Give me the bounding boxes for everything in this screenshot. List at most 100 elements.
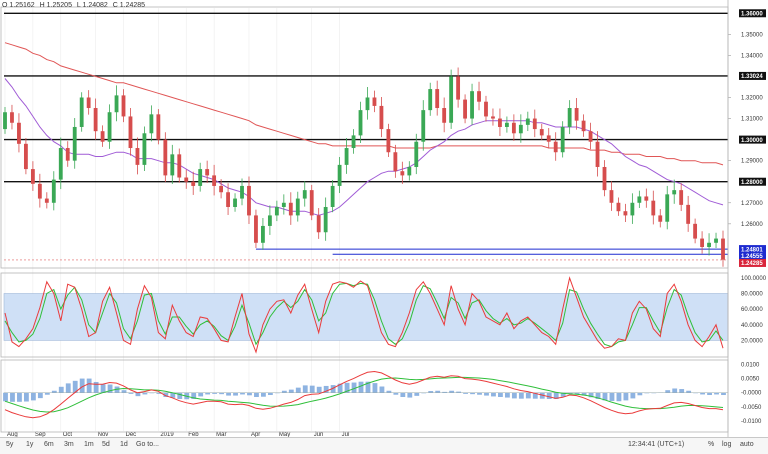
candle-body	[351, 135, 356, 149]
price-tick-label: 1.26000	[741, 222, 763, 228]
x-tick-label: Oct	[63, 432, 73, 437]
candle-body	[254, 215, 258, 243]
stochastic-overbought-oversold-band	[3, 293, 729, 341]
moving-averages-layer	[4, 42, 724, 216]
macd-histogram-bar	[316, 386, 322, 393]
macd-tick-label: 0.0100	[741, 362, 760, 368]
macd-histogram-bar	[72, 380, 78, 393]
candle-body	[560, 126, 565, 153]
macd-histogram-bar	[309, 385, 315, 393]
candle-body	[539, 129, 544, 136]
candle-body	[518, 124, 523, 134]
candle-body	[491, 116, 495, 119]
candle-body	[386, 129, 391, 153]
macd-histogram-bar	[128, 392, 134, 394]
candle-body	[93, 108, 98, 132]
x-tick-label: 2019	[160, 432, 174, 437]
macd-tick-label: 0.0050	[741, 377, 760, 383]
goto-date-button[interactable]: Go to...	[136, 441, 159, 448]
macd-histogram-bar	[470, 392, 475, 395]
candle-body	[198, 169, 203, 186]
candle-body	[58, 148, 63, 180]
percent-scale-toggle[interactable]: %	[708, 441, 715, 448]
macd-tick-label: -0.0050	[741, 405, 762, 411]
macd-histogram-bar	[686, 390, 692, 393]
range-5y-button[interactable]: 5y	[6, 441, 14, 448]
candle-body	[630, 202, 635, 216]
candle-body	[240, 185, 244, 199]
stochastic-band-layer	[3, 293, 729, 341]
macd-histogram-bar	[51, 390, 57, 393]
candle-body	[721, 238, 725, 260]
candle-body	[44, 198, 49, 203]
price-chart-svg[interactable]: Aug Sep Oct Nov Dec 2019 Feb Mar Apr May Jun Jul 1.3…	[0, 0, 768, 438]
candle-body	[504, 122, 509, 127]
frame-layer	[0, 0, 729, 437]
candle-body	[212, 175, 217, 186]
auto-scale-toggle[interactable]: auto	[740, 441, 754, 448]
candle-body	[267, 215, 272, 226]
macd-histogram-bar	[351, 382, 357, 393]
macd-histogram-bar	[365, 381, 371, 393]
bottom-toolbar: 5y 1y 6m 3m 1m 5d 1d Go to... 12:34:41 (…	[0, 437, 768, 454]
macd-histogram-bar	[456, 391, 462, 393]
macd-histogram-bar	[30, 392, 36, 401]
candle-body	[121, 95, 126, 117]
macd-histogram-bar	[240, 392, 245, 395]
range-1d-button[interactable]: 1d	[120, 441, 128, 448]
candle-body	[428, 89, 433, 111]
candle-body	[302, 190, 307, 199]
macd-histogram-bar	[386, 390, 392, 393]
range-3m-button[interactable]: 3m	[64, 441, 74, 448]
range-6m-button[interactable]: 6m	[44, 441, 54, 448]
macd-histogram-bar	[170, 392, 176, 398]
price-label-box	[739, 135, 766, 144]
candle-body	[588, 131, 593, 142]
stochastic-fast-line	[4, 276, 724, 354]
ohlc-low: L 1.24082	[76, 2, 108, 9]
candle-body	[51, 179, 56, 203]
macd-histogram-bar	[595, 392, 601, 399]
candle-body	[379, 105, 384, 130]
candle-body	[700, 238, 705, 247]
x-tick-label: Feb	[188, 432, 199, 437]
candle-body	[86, 97, 91, 109]
macd-histogram-bar	[79, 378, 85, 393]
candle-body	[10, 112, 14, 123]
macd-histogram-bar	[644, 392, 650, 394]
range-1m-button[interactable]: 1m	[84, 441, 94, 448]
macd-histogram-bar	[477, 392, 482, 395]
x-tick-label: Sep	[35, 432, 46, 437]
candle-body	[323, 206, 328, 233]
candle-body	[365, 97, 370, 111]
range-5d-button[interactable]: 5d	[102, 441, 110, 448]
candle-body	[191, 181, 196, 186]
macd-histogram-bar	[23, 392, 29, 402]
macd-histogram-bar	[344, 382, 350, 393]
candle-body	[609, 190, 614, 203]
candle-body	[414, 141, 419, 167]
macd-histogram-bar	[156, 392, 162, 394]
range-1y-button[interactable]: 1y	[26, 441, 34, 448]
macd-histogram-bar	[288, 389, 294, 393]
candle-body	[623, 211, 628, 216]
log-scale-toggle[interactable]: log	[722, 441, 732, 448]
candle-body	[330, 185, 335, 207]
candle-body	[407, 166, 412, 176]
candle-body	[107, 112, 112, 142]
x-tick-label: Jul	[342, 432, 350, 437]
candle-body	[532, 118, 537, 130]
candle-body	[3, 112, 7, 130]
candle-body	[470, 91, 474, 119]
candle-body	[226, 192, 230, 207]
macd-histogram-bar	[135, 392, 141, 397]
candle-body	[17, 122, 21, 144]
macd-histogram-bar	[177, 392, 183, 399]
macd-histogram-bar	[435, 390, 441, 393]
price-label-box	[739, 9, 766, 18]
macd-histogram-bar	[121, 390, 127, 393]
price-label-text: 1.24285	[741, 261, 763, 267]
price-tick-label: 1.31000	[741, 117, 763, 123]
macd-histogram-bar	[17, 392, 22, 402]
